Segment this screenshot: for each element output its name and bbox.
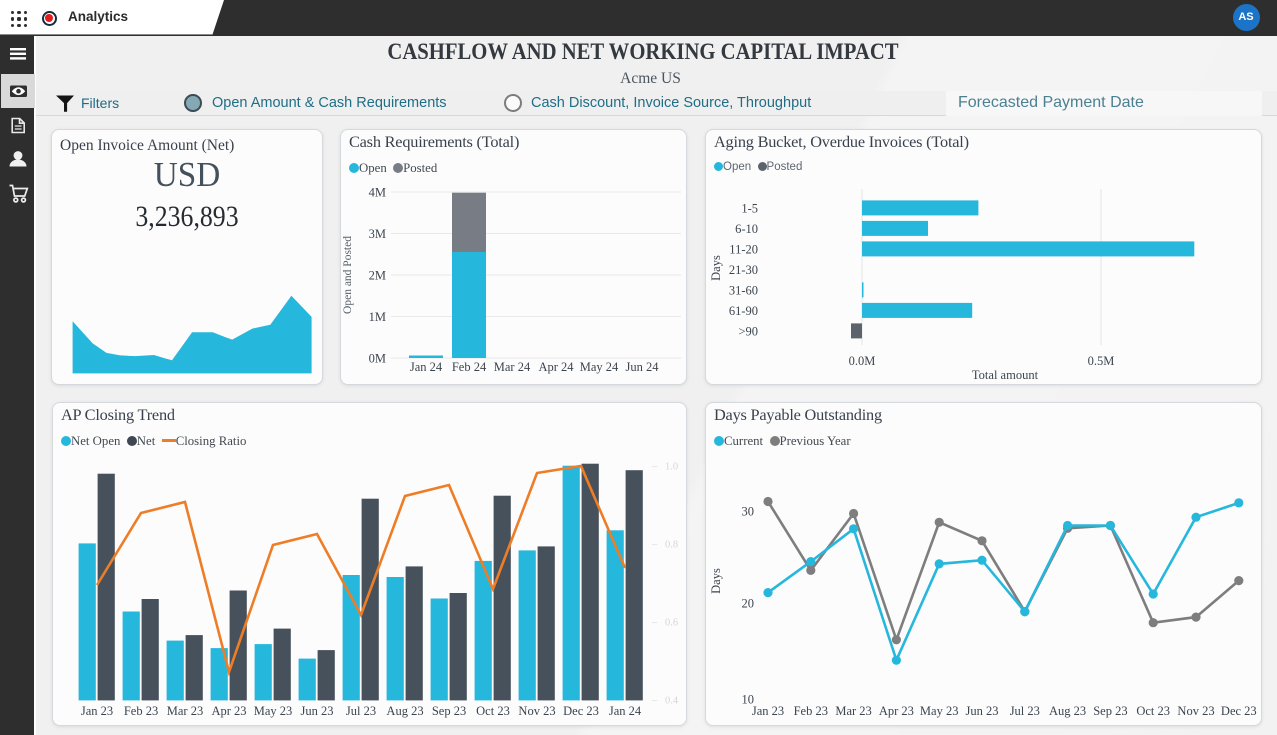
svg-text:Sep 23: Sep 23 — [432, 704, 466, 718]
svg-text:Mar 23: Mar 23 — [835, 704, 871, 718]
svg-text:May 23: May 23 — [254, 704, 293, 718]
svg-text:21-30: 21-30 — [729, 263, 758, 277]
svg-text:–: – — [651, 618, 658, 629]
svg-text:Days: Days — [709, 255, 723, 281]
svg-text:Apr 24: Apr 24 — [538, 360, 574, 374]
svg-text:Mar 24: Mar 24 — [494, 360, 531, 374]
svg-text:10: 10 — [742, 693, 755, 707]
svg-text:2M: 2M — [369, 269, 386, 283]
svg-text:Total amount: Total amount — [972, 368, 1039, 382]
svg-text:0M: 0M — [369, 352, 386, 366]
svg-text:Sep 23: Sep 23 — [1093, 704, 1127, 718]
svg-text:Feb 23: Feb 23 — [794, 704, 828, 718]
svg-text:May 23: May 23 — [920, 704, 959, 718]
svg-text:Jun 23: Jun 23 — [301, 704, 334, 718]
svg-text:1.0: 1.0 — [665, 462, 678, 473]
svg-text:Feb 23: Feb 23 — [124, 704, 158, 718]
svg-text:3M: 3M — [369, 227, 386, 241]
svg-text:Jan 24: Jan 24 — [410, 360, 443, 374]
svg-text:Apr 23: Apr 23 — [211, 704, 246, 718]
svg-text:30: 30 — [742, 505, 755, 519]
svg-text:Dec 23: Dec 23 — [1221, 704, 1257, 718]
svg-text:Oct 23: Oct 23 — [1136, 704, 1170, 718]
svg-text:Oct 23: Oct 23 — [476, 704, 510, 718]
svg-text:Jul 23: Jul 23 — [1010, 704, 1040, 718]
svg-text:Apr 23: Apr 23 — [879, 704, 914, 718]
svg-text:0.8: 0.8 — [665, 540, 678, 551]
svg-text:61-90: 61-90 — [729, 304, 758, 318]
svg-text:20: 20 — [742, 597, 755, 611]
svg-text:Aug 23: Aug 23 — [386, 704, 423, 718]
svg-text:0.4: 0.4 — [665, 696, 679, 707]
svg-text:–: – — [651, 696, 658, 707]
svg-text:1-5: 1-5 — [741, 201, 758, 215]
svg-text:Jan 24: Jan 24 — [609, 704, 642, 718]
svg-text:0.5M: 0.5M — [1088, 354, 1115, 368]
svg-text:–: – — [651, 462, 658, 473]
svg-text:11-20: 11-20 — [729, 242, 758, 256]
svg-text:Open and Posted: Open and Posted — [342, 236, 354, 314]
svg-text:Aug 23: Aug 23 — [1049, 704, 1086, 718]
svg-text:Dec 23: Dec 23 — [563, 704, 599, 718]
svg-text:4M: 4M — [369, 186, 386, 200]
svg-text:0.6: 0.6 — [665, 618, 678, 629]
svg-text:Jun 24: Jun 24 — [626, 360, 660, 374]
svg-text:Feb 24: Feb 24 — [452, 360, 487, 374]
svg-text:–: – — [651, 540, 658, 551]
svg-text:Mar 23: Mar 23 — [167, 704, 203, 718]
svg-text:31-60: 31-60 — [729, 283, 758, 297]
svg-text:Days: Days — [709, 568, 723, 594]
svg-text:6-10: 6-10 — [735, 222, 758, 236]
svg-text:>90: >90 — [738, 324, 758, 338]
svg-text:Jan 23: Jan 23 — [81, 704, 113, 718]
svg-text:Jan 23: Jan 23 — [752, 704, 784, 718]
svg-text:Jul 23: Jul 23 — [346, 704, 376, 718]
svg-text:Nov 23: Nov 23 — [1177, 704, 1214, 718]
svg-text:Nov 23: Nov 23 — [518, 704, 555, 718]
svg-text:1M: 1M — [369, 310, 386, 324]
svg-text:Jun 23: Jun 23 — [966, 704, 999, 718]
svg-text:May 24: May 24 — [580, 360, 619, 374]
svg-text:0.0M: 0.0M — [849, 354, 876, 368]
